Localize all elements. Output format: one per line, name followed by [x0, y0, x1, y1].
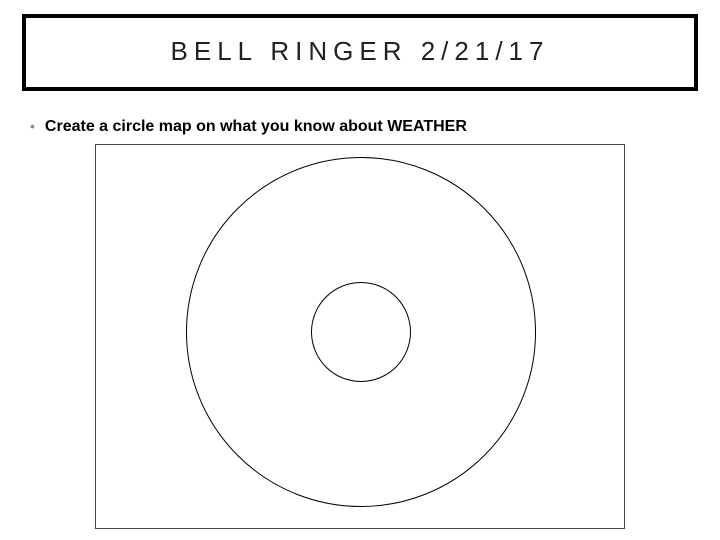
title-box: BELL RINGER 2/21/17	[22, 14, 698, 91]
bullet-marker: •	[30, 118, 35, 134]
circle-map	[96, 145, 624, 528]
bullet-item: • Create a circle map on what you know a…	[30, 118, 467, 136]
page-title: BELL RINGER 2/21/17	[26, 36, 694, 67]
bullet-text: Create a circle map on what you know abo…	[45, 118, 467, 136]
circle-map-frame	[95, 144, 625, 529]
inner-circle	[311, 282, 411, 382]
